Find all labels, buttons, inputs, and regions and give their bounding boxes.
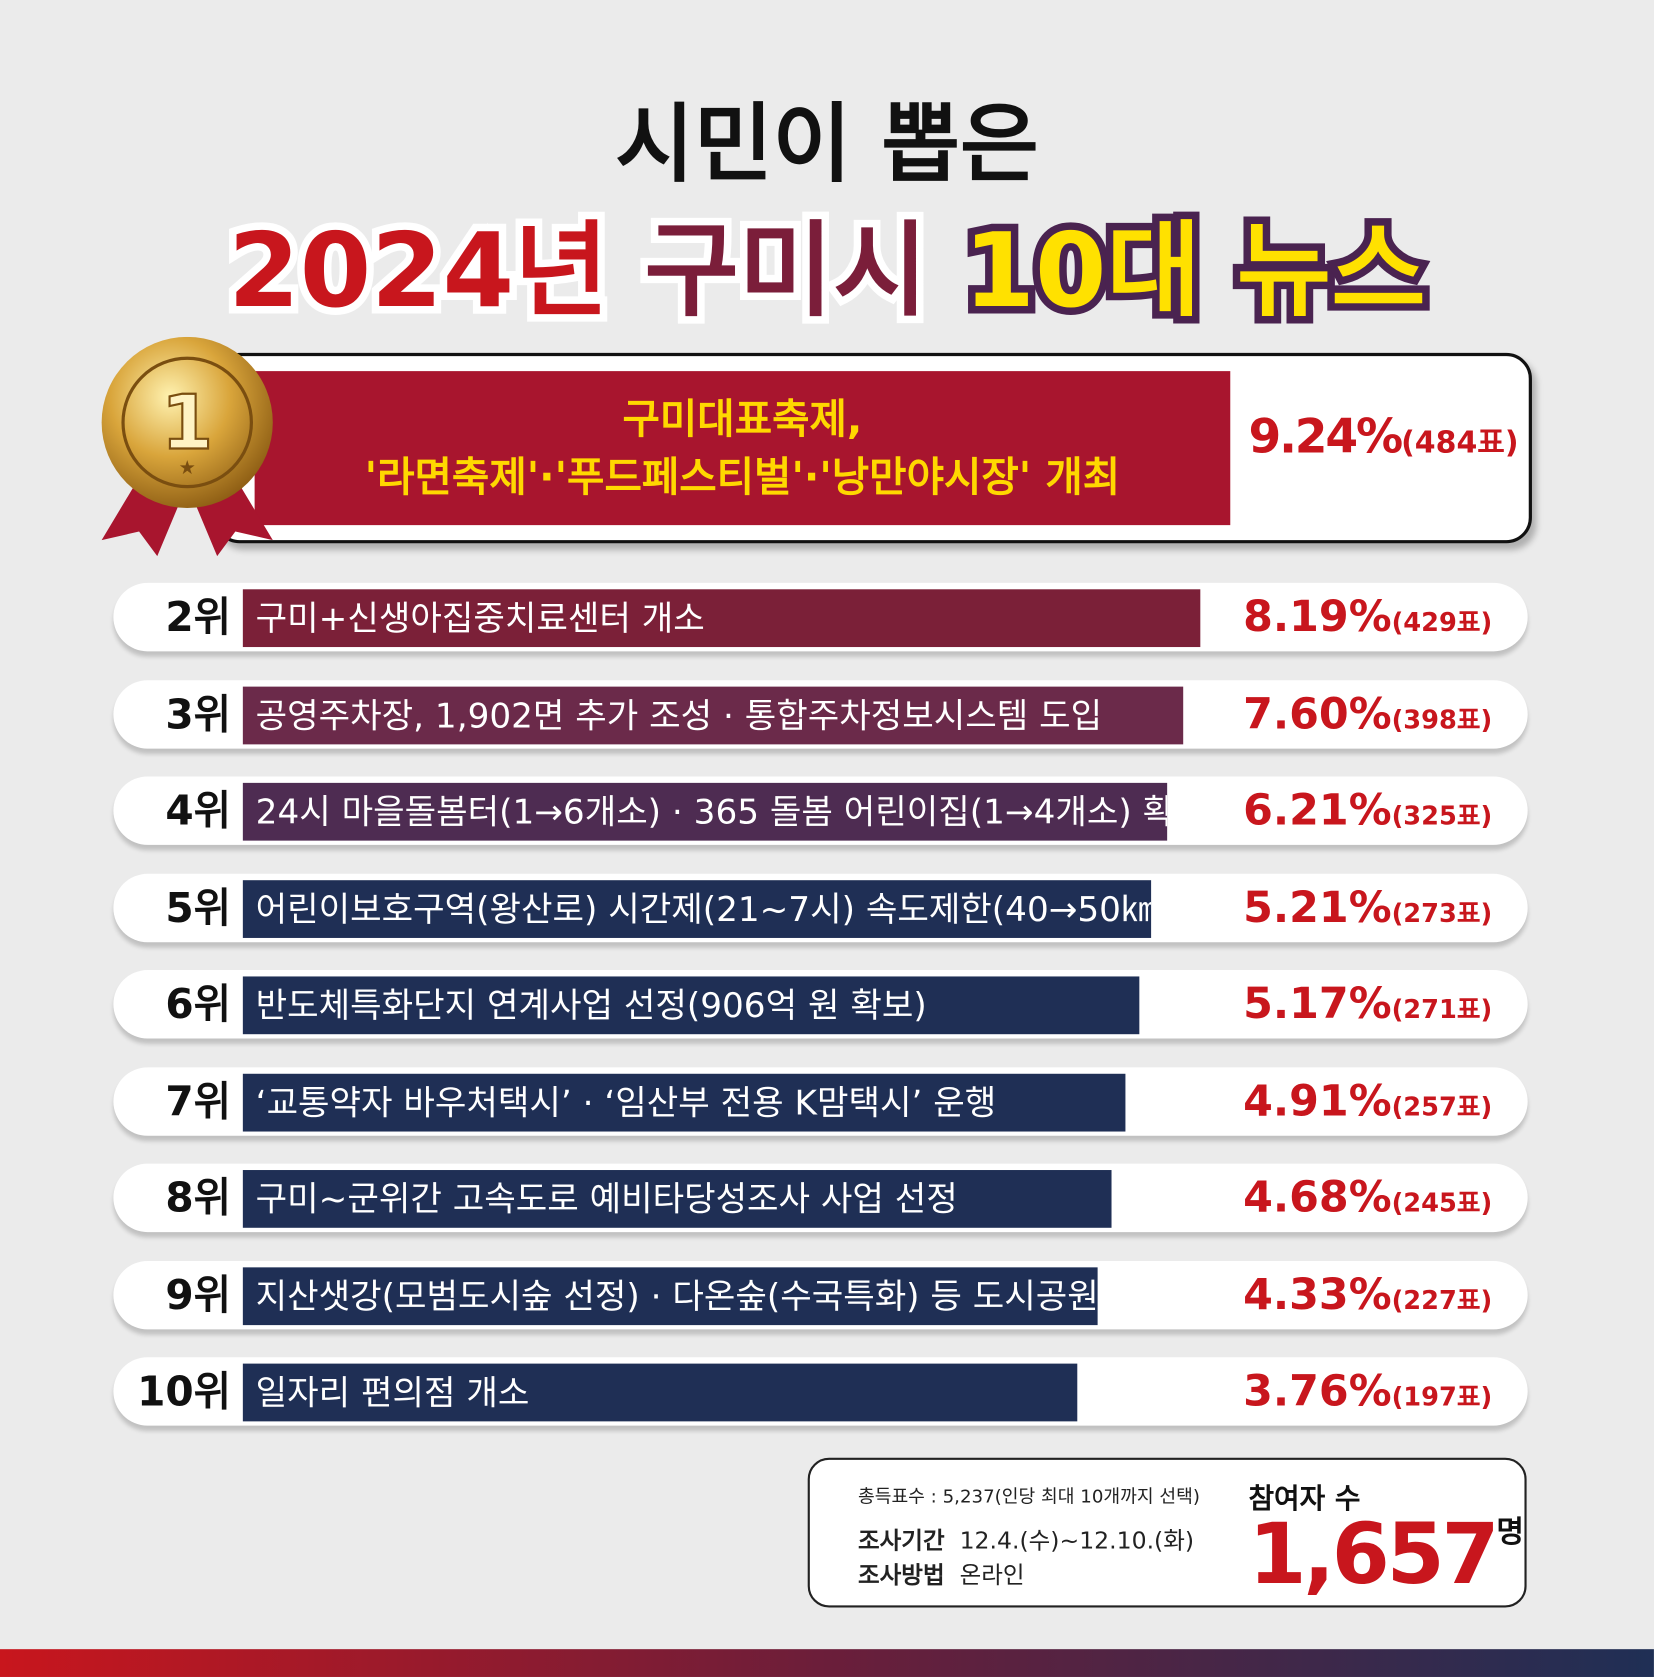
ranking-row: 8위 구미~군위간 고속도로 예비타당성조사 사업 선정 4.68%(245표) (113, 1163, 1528, 1233)
percent: 5.17% (1243, 979, 1392, 1029)
news-bar: 구미~군위간 고속도로 예비타당성조사 사업 선정 (242, 1170, 1112, 1228)
result: 5.21%(273표) (1243, 873, 1492, 947)
percent: 7.60% (1243, 689, 1392, 739)
votes: (484표) (1401, 424, 1519, 460)
ranking-row: 7위 ‘교통약자 바우처택시’ · ‘임산부 전용 K맘택시’ 운행 4.91%(2… (113, 1066, 1528, 1136)
first-card: 구미대표축제, '라면축제'·'푸드페스티벌'·'낭만야시장' 개최 9.24%… (213, 352, 1532, 544)
news-bar: 24시 마을돌봄터(1→6개소) · 365 돌봄 어린이집(1→4개소) 확대 (242, 782, 1168, 841)
label: 조사기간 (857, 1528, 945, 1556)
unit: 명 (1496, 1514, 1524, 1550)
result: 6.21%(325표) (1243, 776, 1492, 850)
votes: (257표) (1391, 1091, 1493, 1122)
summary-method: 조사방법 온라인 (858, 1556, 1025, 1590)
news-bar: 구미+신생아집중치료센터 개소 (242, 589, 1201, 648)
news-bar: 반도체특화단지 연계사업 선정(906억 원 확보) (242, 976, 1140, 1035)
percent: 5.21% (1243, 882, 1392, 933)
result: 8.19%(429표) (1243, 583, 1492, 657)
rank: 3위 (165, 690, 232, 738)
rank: 6위 (165, 980, 232, 1028)
title-line1: 시민이 뽑은 (615, 94, 1039, 194)
votes: (271표) (1391, 994, 1493, 1025)
rank: 5위 (165, 883, 232, 931)
bottom-stripe (0, 1649, 1654, 1677)
title-news: 뉴스 (1229, 203, 1433, 338)
percent: 4.91% (1243, 1076, 1392, 1126)
rank: 8위 (165, 1174, 232, 1222)
votes: (245표) (1391, 1188, 1493, 1219)
percent: 4.68% (1243, 1173, 1392, 1223)
summary-total: 총득표수 : 5,237(인당 최대 10개까지 선택) (857, 1486, 1200, 1508)
news-bar: 어린이보호구역(왕산로) 시간제(21~7시) 속도제한(40→50㎞) 도입 (242, 879, 1152, 938)
ranking-row: 2위 구미+신생아집중치료센터 개소 8.19%(429표) (113, 582, 1528, 652)
svg-text:★: ★ (179, 456, 196, 479)
result: 4.33%(227표) (1243, 1260, 1492, 1334)
percent: 3.76% (1243, 1366, 1392, 1417)
title-city: 구미시 (637, 203, 935, 338)
first-bar: 구미대표축제, '라면축제'·'푸드페스티벌'·'낭만야시장' 개최 (254, 371, 1231, 526)
votes: (398표) (1391, 704, 1493, 735)
percent: 9.24% (1248, 409, 1403, 465)
votes: (325표) (1391, 801, 1493, 832)
ranking-row: 6위 반도체특화단지 연계사업 선정(906억 원 확보) 5.17%(271표) (113, 970, 1528, 1039)
percent: 4.33% (1243, 1270, 1392, 1320)
first-percent: 9.24%(484표) (1248, 410, 1518, 465)
summary-period: 조사기간 12.4.(수)~12.10.(화) (858, 1522, 1194, 1556)
news-bar: 공영주차장, 1,902면 추가 조성 · 통합주차정보시스템 도입 (242, 686, 1184, 744)
first-title-line2: '라면축제'·'푸드페스티벌'·'낭만야시장' 개최 (364, 453, 1121, 501)
rank: 9위 (165, 1271, 232, 1319)
ranking-row: 4위 24시 마을돌봄터(1→6개소) · 365 돌봄 어린이집(1→4개소) … (113, 776, 1528, 845)
news-bar: 지산샛강(모범도시숲 선정) · 다온숲(수국특화) 등 도시공원 재단장 (242, 1266, 1098, 1325)
result: 4.91%(257표) (1243, 1067, 1492, 1141)
summary-box: 총득표수 : 5,237(인당 최대 10개까지 선택) 조사기간 12.4.(… (807, 1457, 1527, 1608)
ranking-row: 3위 공영주차장, 1,902면 추가 조성 · 통합주차정보시스템 도입 7.60… (113, 679, 1528, 749)
medal: 1 ★ (101, 336, 273, 557)
votes: (429표) (1391, 607, 1493, 638)
value: 12.4.(수)~12.10.(화) (959, 1528, 1195, 1556)
value: 1,657 (1248, 1506, 1499, 1604)
rank: 10위 (137, 1367, 232, 1415)
title-year: 2024년 (221, 203, 616, 338)
news-bar: ‘교통약자 바우처택시’ · ‘임산부 전용 K맘택시’ 운행 (242, 1073, 1126, 1131)
label: 조사방법 (857, 1562, 945, 1590)
rank: 4위 (165, 787, 232, 835)
rank: 2위 (165, 593, 232, 641)
votes: (197표) (1391, 1381, 1493, 1412)
percent: 6.21% (1243, 786, 1392, 836)
votes: (273표) (1391, 897, 1493, 928)
news-bar: 일자리 편의점 개소 (242, 1363, 1078, 1422)
title-line2: 2024년 구미시 10대 뉴스 (0, 187, 1654, 338)
result: 4.68%(245표) (1243, 1164, 1492, 1238)
ranking-row: 10위 일자리 편의점 개소 3.76%(197표) (113, 1357, 1528, 1426)
ranking-row: 5위 어린이보호구역(왕산로) 시간제(21~7시) 속도제한(40→50㎞) 도… (113, 873, 1528, 942)
rank: 7위 (165, 1077, 232, 1125)
participants: 1,657명 (1248, 1507, 1523, 1603)
percent: 8.19% (1243, 592, 1392, 642)
participants-label: 참여자 수 (1248, 1483, 1361, 1516)
first-rank: 1 (161, 379, 213, 466)
result: 3.76%(197표) (1243, 1357, 1492, 1431)
title-top10: 10대 (956, 203, 1208, 338)
votes: (227표) (1391, 1285, 1493, 1315)
result: 5.17%(271표) (1243, 970, 1492, 1044)
value: 온라인 (959, 1562, 1025, 1590)
first-title-line1: 구미대표축제, (622, 395, 863, 443)
result: 7.60%(398표) (1243, 680, 1492, 754)
